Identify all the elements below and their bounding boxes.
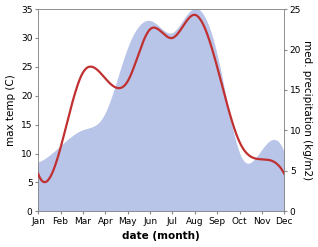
Y-axis label: med. precipitation (kg/m2): med. precipitation (kg/m2) — [302, 40, 313, 180]
X-axis label: date (month): date (month) — [122, 231, 200, 242]
Y-axis label: max temp (C): max temp (C) — [5, 74, 16, 146]
